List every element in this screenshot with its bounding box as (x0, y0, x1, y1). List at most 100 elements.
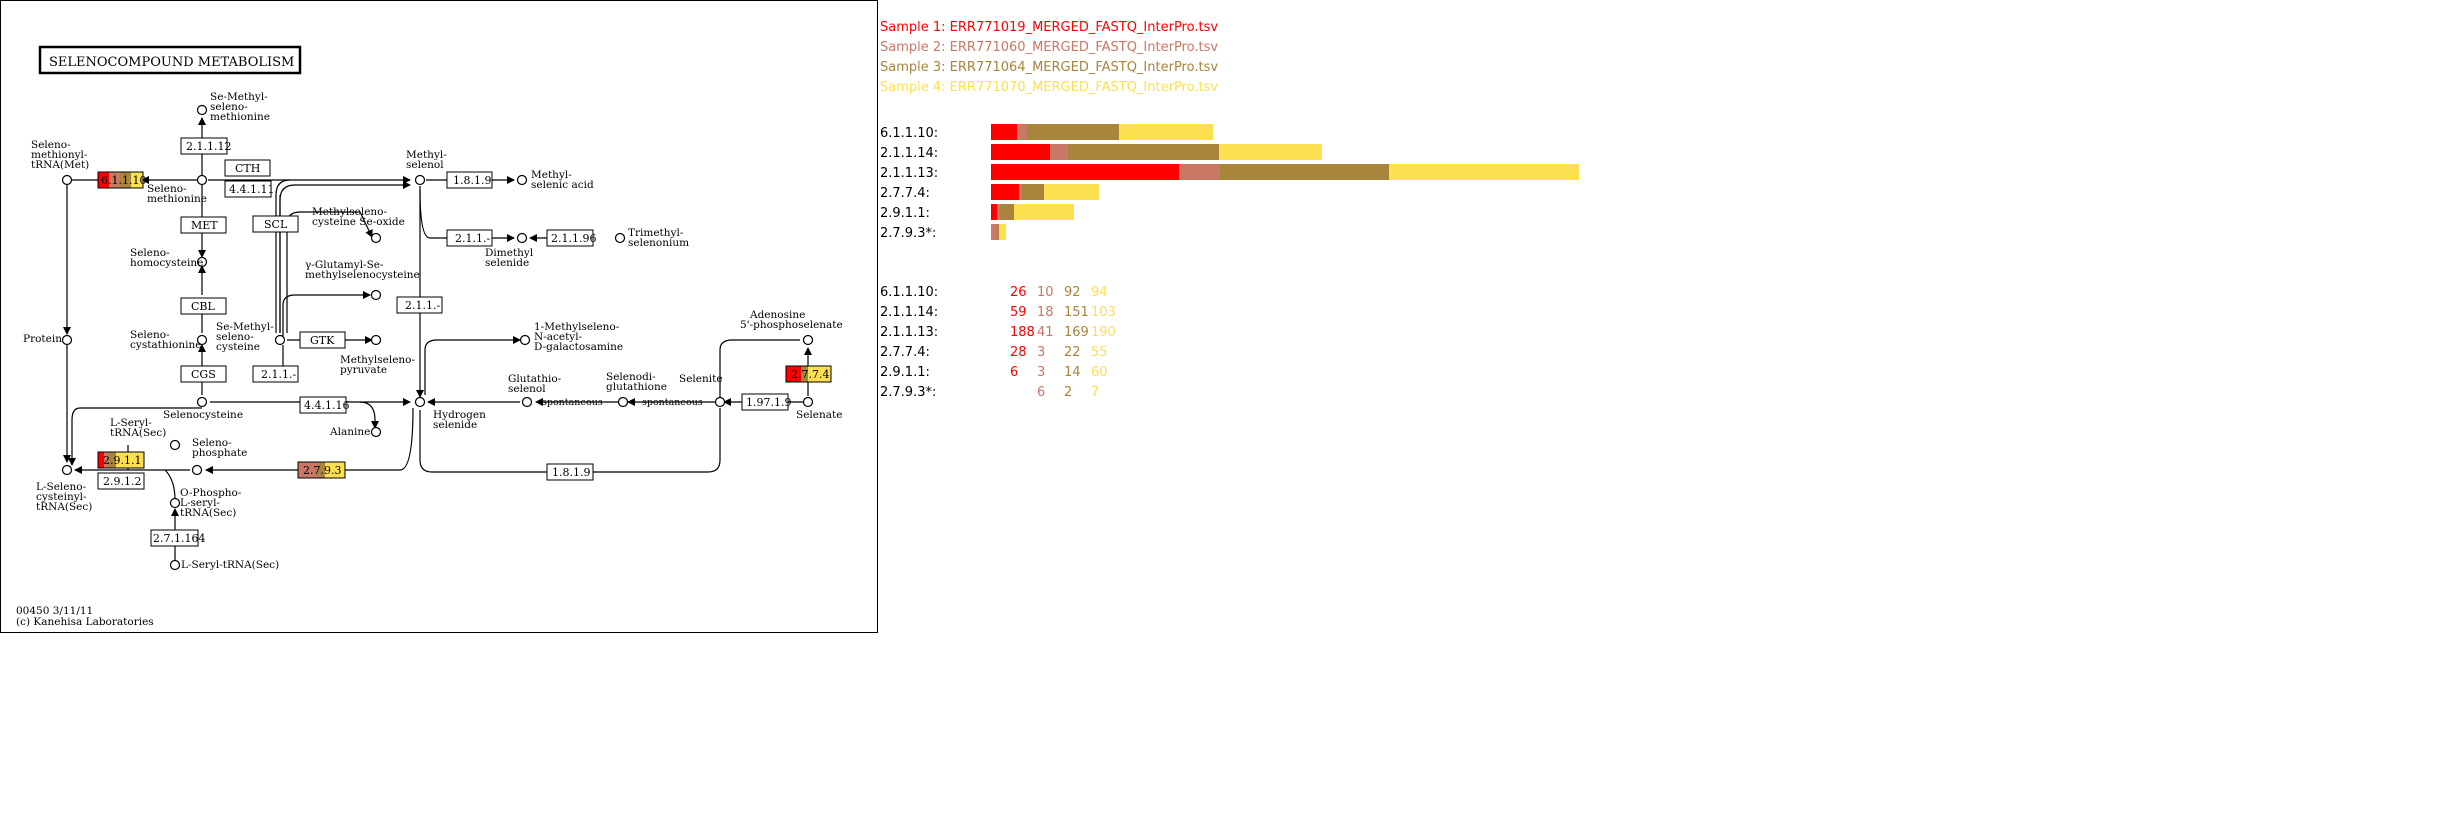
enzyme-scl[interactable]: SCL (252, 215, 299, 233)
compound-selenodiglutathione: Selenodi- glutathione (606, 371, 667, 393)
spontaneous-label-2: spontaneous (642, 397, 703, 408)
compound-l-seryl-trna-top: L-Seryl- tRNA(Sec) (110, 417, 166, 439)
enzyme-1-8-1-9-a[interactable]: 1.8.1.9 (446, 171, 493, 189)
enzyme-2-7-1-164-label: 2.7.1.164 (153, 532, 205, 545)
compound-se-methylselenocysteine: Se-Methyl- seleno- cysteine (216, 321, 277, 353)
bar-segment (991, 144, 1050, 160)
compound-selenomethionyl-trna: Seleno- methionyl- tRNA(Met) (31, 139, 91, 171)
count-value: 6 (1037, 385, 1045, 400)
count-value: 94 (1091, 285, 1108, 300)
enzyme-2-1-1-12[interactable]: 2.1.1.12 (180, 137, 231, 155)
enzyme-met[interactable]: MET (180, 216, 227, 234)
compound-selenocystathionine: Seleno- cystathionine (130, 329, 201, 351)
compound-methylselenic-acid: Methyl- selenic acid (531, 169, 594, 191)
pathway-map: SELENOCOMPOUND METABOLISM (0, 0, 878, 633)
count-value: 28 (1010, 345, 1027, 360)
bar-segment (1389, 164, 1579, 180)
bar-segment (1017, 124, 1027, 140)
count-value: 103 (1091, 305, 1116, 320)
sample-legend: Sample 1: ERR771019_MERGED_FASTQ_InterPr… (880, 18, 1218, 98)
enzyme-6-1-1-10[interactable]: 6.1.1.10 (97, 171, 146, 189)
enzyme-2-1-1-c[interactable]: 2.1.1.- (252, 365, 299, 383)
count-category-label: 2.7.7.4: (880, 345, 930, 360)
bar-segment (991, 124, 1017, 140)
compound-l-selenocysteinyl-trna: L-Seleno- cysteinyl- tRNA(Sec) (36, 481, 92, 513)
bar-segment (1179, 164, 1220, 180)
enzyme-cbl[interactable]: CBL (180, 297, 227, 315)
bar-category-label: 2.9.1.1: (880, 206, 930, 221)
count-value: 3 (1037, 345, 1045, 360)
enzyme-2-9-1-1-label: 2.9.1.1 (103, 454, 141, 467)
spontaneous-label-1: spontaneous (542, 397, 603, 408)
bar-segment (999, 224, 1006, 240)
compound-hydrogen-selenide: Hydrogen selenide (433, 409, 489, 431)
enzyme-2-9-1-2[interactable]: 2.9.1.2 (97, 472, 145, 490)
bar-segment (1027, 124, 1119, 140)
bar-segment (1050, 144, 1068, 160)
enzyme-4-4-1-11[interactable]: 4.4.1.11 (224, 180, 274, 198)
enzyme-cbl-label: CBL (191, 300, 216, 313)
enzyme-met-label: MET (191, 219, 218, 232)
count-value: 7 (1091, 385, 1099, 400)
enzyme-2-1-1-b-label: 2.1.1.- (405, 299, 440, 312)
map-title-box (38, 45, 302, 75)
compound-gamma-glutamyl: γ-Glutamyl-Se- methylselenocysteine (305, 259, 420, 281)
bar-category-label: 2.1.1.14: (880, 146, 938, 161)
enzyme-2-9-1-1[interactable]: 2.9.1.1 (97, 451, 145, 469)
enzyme-6-1-1-10-label: 6.1.1.10 (101, 174, 146, 187)
bar-segment (1022, 184, 1044, 200)
compound-selenite: Selenite (679, 373, 723, 385)
legend-sample-2: Sample 2: ERR771060_MERGED_FASTQ_InterPr… (880, 40, 1219, 55)
enzyme-2-7-7-4[interactable]: 2.7.7.4 (785, 365, 832, 383)
enzyme-cth[interactable]: CTH (224, 159, 271, 177)
enzyme-2-7-9-3-label: 2.7.9.3 (303, 464, 341, 477)
abundance-bar-chart: 6.1.1.10: 2.1.1.14: 2.1.1.13: 2.7.7.4: 2.9.1… (880, 124, 1579, 241)
enzyme-cth-label: CTH (235, 162, 260, 175)
enzyme-cgs[interactable]: CGS (180, 365, 227, 383)
bar-category-label: 2.7.7.4: (880, 186, 930, 201)
enzyme-boxes: 6.1.1.10 2.1.1.12 CTH 4.4.1.11 MET SCL 1… (97, 137, 832, 547)
count-value: 41 (1037, 325, 1054, 340)
count-value: 18 (1037, 305, 1054, 320)
bar-segment (1014, 204, 1074, 220)
compound-methylselenocysteine-se-oxide: Methylseleno- cysteine Se-oxide (312, 206, 405, 228)
count-category-label: 2.9.1.1: (880, 365, 930, 380)
bar-segment (997, 224, 999, 240)
legend-sample-1: Sample 1: ERR771019_MERGED_FASTQ_InterPr… (880, 20, 1219, 35)
enzyme-2-7-7-4-label: 2.7.7.4 (791, 368, 829, 381)
count-category-label: 2.1.1.13: (880, 325, 938, 340)
bar-segment (1044, 184, 1099, 200)
compound-o-phospho-l-seryl-trna: O-Phospho- L-seryl- tRNA(Sec) (180, 487, 245, 519)
enzyme-gtk[interactable]: GTK (299, 331, 346, 349)
compound-protein: Protein (23, 333, 62, 345)
count-value: 55 (1091, 345, 1108, 360)
count-value: 22 (1064, 345, 1081, 360)
compound-methylseleno-galactosamine: 1-Methylseleno- N-acetyl- D-galactosamin… (534, 321, 623, 353)
enzyme-4-4-1-16[interactable]: 4.4.1.16 (299, 396, 349, 414)
enzyme-2-7-9-3[interactable]: 2.7.9.3 (297, 461, 346, 479)
bar-segment (991, 184, 1019, 200)
count-category-label: 2.7.9.3*: (880, 385, 936, 400)
count-value: 151 (1064, 305, 1089, 320)
enzyme-2-1-1-b[interactable]: 2.1.1.- (396, 296, 443, 314)
compound-nodes (61, 104, 814, 571)
enzyme-1-97-1-9[interactable]: 1.97.1.9 (741, 393, 791, 411)
enzyme-2-1-1-a[interactable]: 2.1.1.- (446, 229, 493, 247)
enzyme-2-1-1-96-label: 2.1.1.96 (551, 232, 596, 245)
bar-category-label: 2.7.9.3*: (880, 226, 936, 241)
compound-selenophosphate: Seleno- phosphate (192, 437, 247, 459)
map-footer-line-2: (c) Kanehisa Laboratories (16, 616, 154, 628)
bar-segment (1068, 144, 1219, 160)
abundance-count-table: 6.1.1.10: 26 10 92 942.1.1.14: 59 18 151 1032.1.… (880, 285, 1116, 400)
count-value: 60 (1091, 365, 1108, 380)
enzyme-1-8-1-9-b[interactable]: 1.8.1.9 (546, 463, 594, 481)
compound-adenosine-phosphoselenate: Adenosine 5'-phosphoselenate (740, 309, 843, 331)
count-value: 3 (1037, 365, 1045, 380)
enzyme-2-1-1-96[interactable]: 2.1.1.96 (546, 229, 596, 247)
bar-segment (1119, 124, 1213, 140)
enzyme-2-7-1-164[interactable]: 2.7.1.164 (150, 529, 205, 547)
enzyme-1-8-1-9-a-label: 1.8.1.9 (453, 174, 491, 187)
bar-segment (991, 164, 1179, 180)
bar-segment (991, 224, 997, 240)
compound-dimethyl-selenide: Dimethyl selenide (485, 247, 537, 269)
